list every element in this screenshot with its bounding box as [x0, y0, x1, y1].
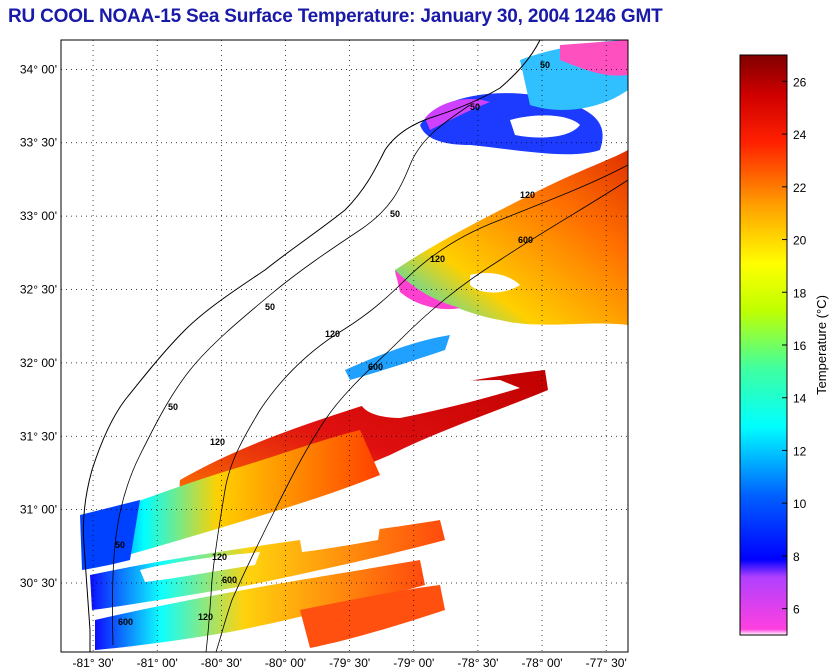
contour-label: 600	[368, 362, 383, 372]
map-grid	[61, 40, 628, 652]
cloud-gap-4	[300, 526, 380, 552]
contour-label: 50	[540, 60, 550, 70]
lat-tick-label: 33° 30'	[20, 136, 57, 150]
contour-label: 600	[518, 235, 533, 245]
lon-tick-labels: -81° 30' -81° 00' -80° 30' -80° 00' -79° 30'…	[73, 656, 627, 670]
lat-tick-label: 33° 00'	[20, 209, 57, 223]
sst-band-southwest	[85, 430, 380, 565]
colorbar-ticks: 6 8 10 12 14 16 18 20 22 24 26	[782, 75, 807, 617]
sst-band-coastal-cold	[80, 500, 140, 570]
contour-label: 120	[212, 552, 227, 562]
colorbar-tick-label: 8	[793, 550, 800, 564]
lon-tick-label: -79° 00'	[393, 656, 434, 670]
colorbar	[740, 55, 787, 635]
contour-labels: 50 50 50 50 50 50 120 120 120 120 120 12…	[115, 60, 550, 627]
lon-tick-label: -80° 00'	[265, 656, 306, 670]
contour-label: 120	[198, 612, 213, 622]
colorbar-tick-label: 22	[793, 181, 807, 195]
lon-tick-label: -78° 00'	[521, 656, 562, 670]
colorbar-tick-label: 24	[793, 128, 807, 142]
lat-tick-label: 32° 00'	[20, 356, 57, 370]
contour-label: 120	[325, 329, 340, 339]
contour-label: 120	[210, 437, 225, 447]
lat-tick-labels: 34° 00' 33° 30' 33° 00' 32° 30' 32° 00' 31° 3…	[20, 62, 57, 590]
cloud-gap-2	[470, 273, 520, 293]
sst-patch-north-magenta	[425, 98, 490, 130]
lon-tick-label: -77° 30'	[586, 656, 627, 670]
lat-tick-label: 34° 00'	[20, 62, 57, 76]
colorbar-tick-label: 26	[793, 75, 807, 89]
sst-band-south-3	[300, 585, 445, 648]
contour-label: 50	[115, 540, 125, 550]
sst-strip-northeast-warm	[560, 40, 628, 76]
contour-label: 600	[222, 575, 237, 585]
colorbar-tick-label: 14	[793, 392, 807, 406]
contour-label: 120	[430, 254, 445, 264]
contour-label: 50	[265, 302, 275, 312]
lat-tick-label: 31° 30'	[20, 429, 57, 443]
lon-tick-label: -81° 00'	[137, 656, 178, 670]
sst-band-32n	[345, 335, 450, 380]
colorbar-tick-label: 6	[793, 603, 800, 617]
lat-tick-label: 30° 30'	[20, 576, 57, 590]
isobath-50	[112, 104, 471, 646]
contour-label: 120	[520, 190, 535, 200]
lat-tick-label: 31° 00'	[20, 503, 57, 517]
lat-tick-label: 32° 30'	[20, 282, 57, 296]
colorbar-tick-label: 16	[793, 339, 807, 353]
lon-tick-label: -81° 30'	[73, 656, 114, 670]
lon-tick-label: -78° 30'	[457, 656, 498, 670]
colorbar-label: Temperature (°C)	[814, 295, 829, 395]
contour-label: 600	[118, 617, 133, 627]
contour-label: 50	[470, 102, 480, 112]
colorbar-tick-label: 10	[793, 497, 807, 511]
colorbar-tick-label: 20	[793, 234, 807, 248]
cloud-gap-1	[360, 380, 520, 418]
sst-band-south-2	[95, 560, 425, 650]
colorbar-tick-label: 12	[793, 444, 807, 458]
lon-tick-label: -80° 30'	[201, 656, 242, 670]
sst-edge-magenta	[395, 270, 460, 310]
isobath-120	[205, 164, 629, 653]
coastline	[82, 39, 541, 652]
colorbar-tick-label: 18	[793, 286, 807, 300]
contour-label: 50	[390, 209, 400, 219]
lon-tick-label: -79° 30'	[329, 656, 370, 670]
cloud-gap-3	[140, 552, 260, 582]
contour-label: 50	[168, 402, 178, 412]
map-title: RU COOL NOAA-15 Sea Surface Temperature:…	[8, 6, 663, 27]
sst-region-northeast-warm	[395, 150, 628, 325]
isobath-600	[215, 179, 629, 653]
cloud-gap-north	[510, 115, 580, 138]
map-border	[60, 39, 629, 653]
